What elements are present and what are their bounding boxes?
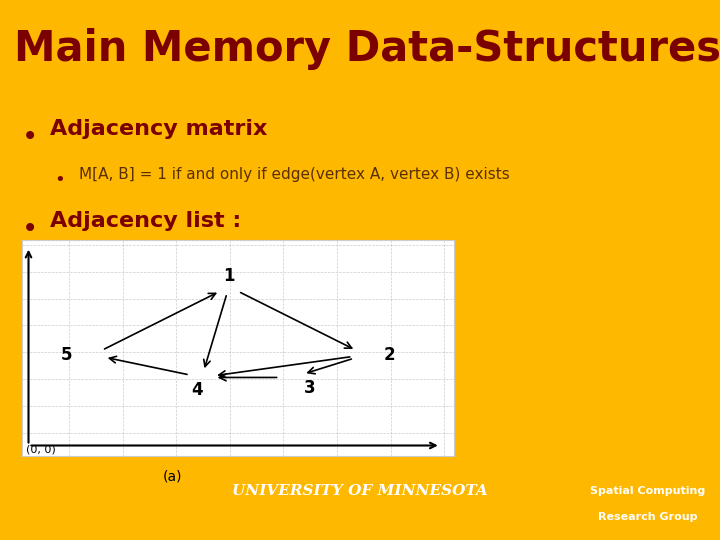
Text: Spatial Computing: Spatial Computing <box>590 486 706 496</box>
Text: Main Memory Data-Structures: Main Memory Data-Structures <box>14 28 720 70</box>
Text: •: • <box>54 259 65 277</box>
Text: •: • <box>54 171 65 188</box>
Text: 5: 5 <box>61 346 73 364</box>
Text: •: • <box>22 123 38 151</box>
Text: (0, 0): (0, 0) <box>26 444 55 454</box>
Text: Driven to Discover℠: Driven to Discover℠ <box>280 512 440 526</box>
Text: 2: 2 <box>384 346 395 364</box>
Text: 1: 1 <box>223 267 235 285</box>
Text: Adjacency list :: Adjacency list : <box>50 211 242 231</box>
Text: Adjacency matrix: Adjacency matrix <box>50 119 268 139</box>
Text: (a): (a) <box>163 469 183 483</box>
Text: Research Group: Research Group <box>598 512 698 522</box>
Text: UNIVERSITY OF MINNESOTA: UNIVERSITY OF MINNESOTA <box>232 484 488 498</box>
Text: maps a vertex to a list of its successors: maps a vertex to a list of its successor… <box>79 255 383 270</box>
Text: 3: 3 <box>304 379 315 397</box>
Text: •: • <box>22 215 38 242</box>
Text: 4: 4 <box>192 381 203 399</box>
Text: M[A, B] = 1 if and only if edge(vertex A, vertex B) exists: M[A, B] = 1 if and only if edge(vertex A… <box>79 167 510 182</box>
